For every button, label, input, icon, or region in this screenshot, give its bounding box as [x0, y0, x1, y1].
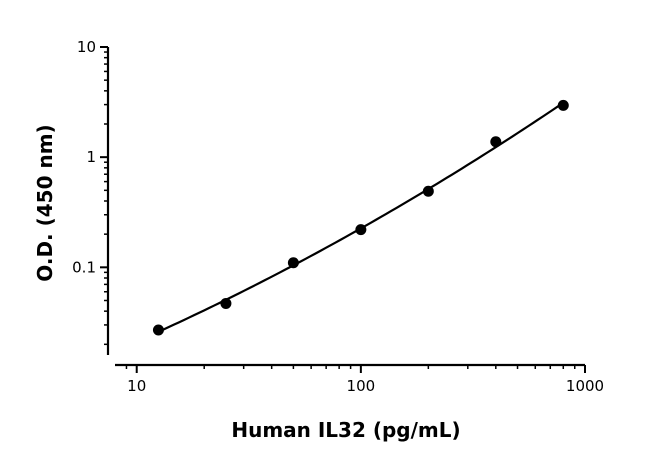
data-point: [287, 257, 299, 269]
x-axis-label: Human IL32 (pg/mL): [231, 418, 460, 442]
fit-curve: [157, 101, 564, 333]
y-tick-label: 10: [77, 38, 96, 56]
y-tick-label: 0.1: [72, 258, 96, 276]
y-axis: 0.1 1 10: [72, 38, 110, 355]
data-point: [422, 185, 434, 197]
x-tick-label: 100: [347, 377, 376, 395]
data-point: [152, 324, 164, 336]
x-tick-label: 1000: [566, 377, 604, 395]
plot-area: [152, 99, 569, 336]
data-point: [490, 136, 502, 148]
x-tick-label: 10: [127, 377, 146, 395]
y-axis-label: O.D. (450 nm): [33, 124, 57, 281]
data-point: [220, 297, 232, 309]
data-point: [557, 99, 569, 111]
data-point: [355, 224, 367, 236]
x-axis: 10 100 1000: [115, 363, 604, 395]
y-tick-label: 1: [86, 148, 96, 166]
